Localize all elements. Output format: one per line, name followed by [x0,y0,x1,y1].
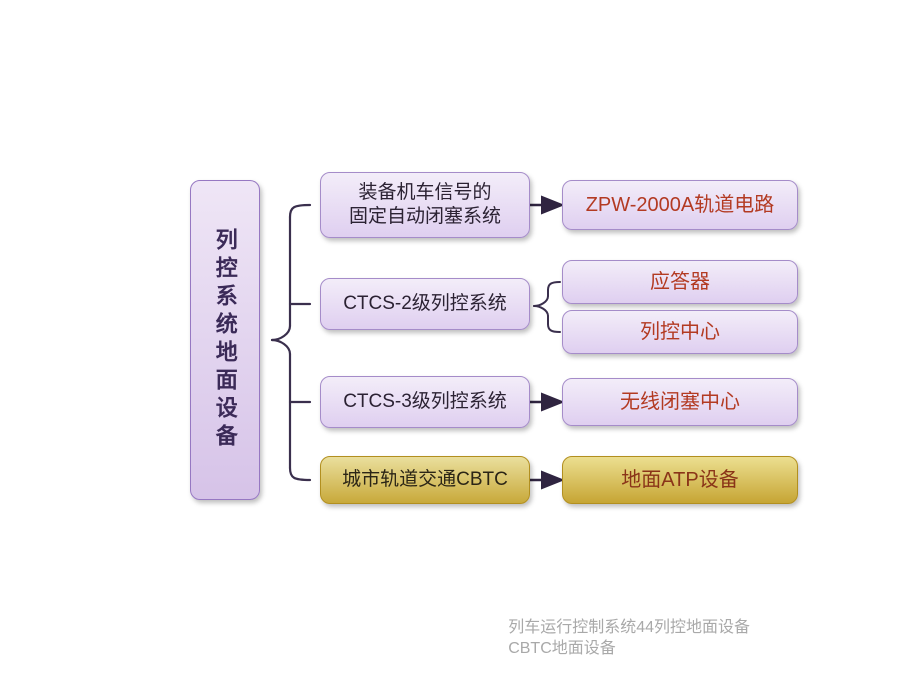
root-box: 列控系统地面设备 [190,180,260,500]
mid-label-4: 城市轨道交通CBTC [342,468,508,492]
footer-line2: CBTC地面设备 [508,638,750,660]
right-label-3: 无线闭塞中心 [620,390,740,415]
right-box-2a: 应答器 [562,260,798,304]
mid-label-2: CTCS-2级列控系统 [343,292,507,316]
mid-label-3: CTCS-3级列控系统 [343,390,507,414]
diagram-canvas: 列控系统地面设备 装备机车信号的固定自动闭塞系统 CTCS-2级列控系统 CTC… [0,0,920,690]
mid-box-1: 装备机车信号的固定自动闭塞系统 [320,172,530,238]
footer-line1: 列车运行控制系统44列控地面设备 [508,617,750,639]
mid-box-2: CTCS-2级列控系统 [320,278,530,330]
right-label-1: ZPW-2000A轨道电路 [586,193,775,218]
mid-label-1: 装备机车信号的固定自动闭塞系统 [349,181,501,229]
mid-box-3: CTCS-3级列控系统 [320,376,530,428]
footer-caption: 列车运行控制系统44列控地面设备 CBTC地面设备 [508,617,750,660]
right-box-3: 无线闭塞中心 [562,378,798,426]
right-box-2b: 列控中心 [562,310,798,354]
right-label-2a: 应答器 [650,270,710,295]
mid-box-4: 城市轨道交通CBTC [320,456,530,504]
right-box-4: 地面ATP设备 [562,456,798,504]
right-label-2b: 列控中心 [640,320,720,345]
root-label: 列控系统地面设备 [211,228,239,452]
right-box-1: ZPW-2000A轨道电路 [562,180,798,230]
right-label-4: 地面ATP设备 [621,468,738,493]
